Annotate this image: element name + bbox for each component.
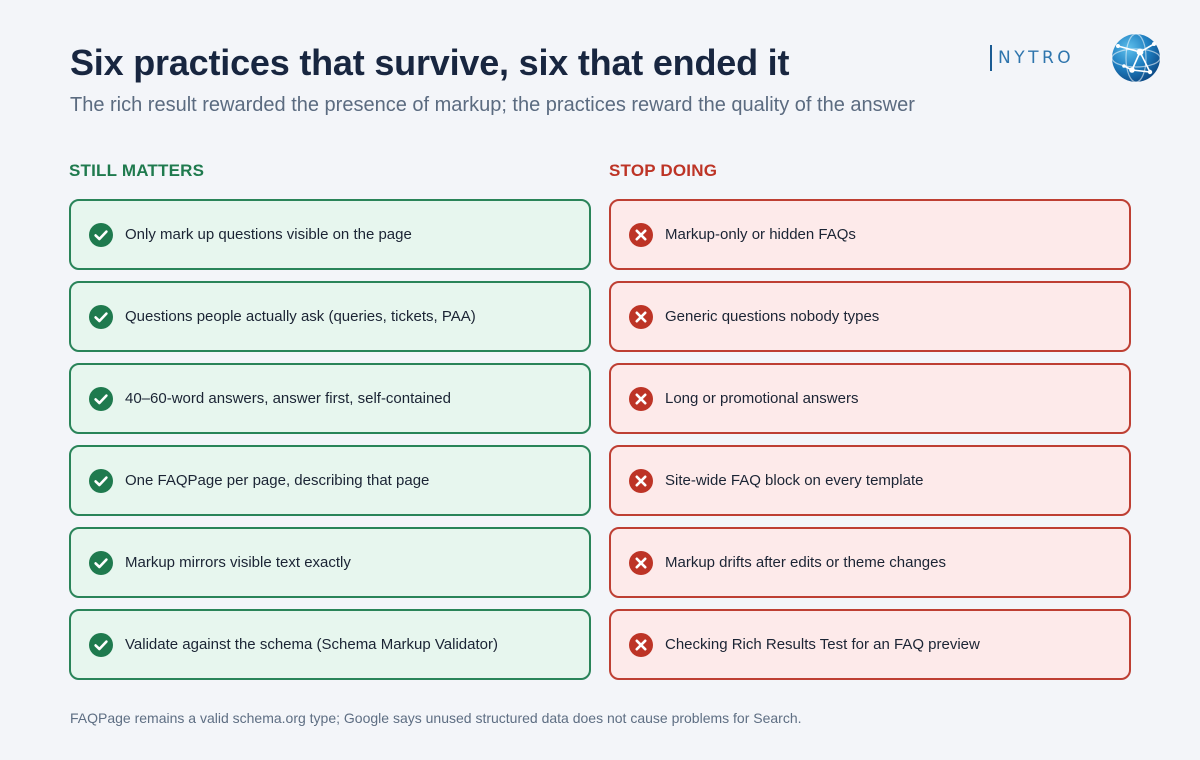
stop-doing-item: Long or promotional answers: [609, 363, 1131, 434]
still-matters-item: Validate against the schema (Schema Mark…: [69, 609, 591, 680]
check-circle-icon: [89, 468, 113, 493]
stop-doing-item-label: Checking Rich Results Test for an FAQ pr…: [665, 635, 980, 653]
x-circle-icon: [629, 222, 653, 247]
globe-network-icon: [1111, 33, 1161, 83]
check-circle-icon: [89, 632, 113, 657]
stop-doing-heading: STOP DOING: [609, 161, 718, 180]
stop-doing-item: Markup drifts after edits or theme chang…: [609, 527, 1131, 598]
still-matters-item-label: Questions people actually ask (queries, …: [125, 307, 476, 325]
logo-text: NYTRO: [998, 48, 1075, 68]
still-matters-item: 40–60-word answers, answer first, self-c…: [69, 363, 591, 434]
page-subtitle: The rich result rewarded the presence of…: [70, 94, 915, 116]
stop-doing-item-label: Generic questions nobody types: [665, 307, 880, 325]
brand-logo: NYTRO: [988, 32, 1164, 84]
stop-doing-item-label: Long or promotional answers: [665, 389, 859, 407]
x-circle-icon: [629, 468, 653, 493]
still-matters-item: Markup mirrors visible text exactly: [69, 527, 591, 598]
stop-doing-item-label: Site-wide FAQ block on every template: [665, 471, 924, 489]
stop-doing-item: Markup-only or hidden FAQs: [609, 199, 1131, 270]
check-circle-icon: [89, 550, 113, 575]
still-matters-list: Only mark up questions visible on the pa…: [69, 199, 591, 680]
still-matters-item-label: Validate against the schema (Schema Mark…: [125, 635, 498, 653]
x-circle-icon: [629, 550, 653, 575]
still-matters-item: One FAQPage per page, describing that pa…: [69, 445, 591, 516]
x-circle-icon: [629, 386, 653, 411]
stop-doing-column: STOP DOING Markup-only or hidden FAQs Ge…: [609, 160, 1131, 680]
still-matters-heading: STILL MATTERS: [69, 161, 205, 180]
stop-doing-item: Generic questions nobody types: [609, 281, 1131, 352]
stop-doing-list: Markup-only or hidden FAQs Generic quest…: [609, 199, 1131, 680]
still-matters-item-label: 40–60-word answers, answer first, self-c…: [125, 389, 451, 407]
x-circle-icon: [629, 304, 653, 329]
page-title: Six practices that survive, six that end…: [70, 42, 790, 83]
still-matters-item-label: One FAQPage per page, describing that pa…: [125, 471, 430, 489]
footnote: FAQPage remains a valid schema.org type;…: [70, 710, 802, 726]
check-circle-icon: [89, 386, 113, 411]
still-matters-item-label: Only mark up questions visible on the pa…: [125, 225, 412, 243]
check-circle-icon: [89, 304, 113, 329]
x-circle-icon: [629, 632, 653, 657]
stop-doing-item-label: Markup drifts after edits or theme chang…: [665, 553, 946, 571]
still-matters-item: Questions people actually ask (queries, …: [69, 281, 591, 352]
stop-doing-item-label: Markup-only or hidden FAQs: [665, 225, 856, 243]
still-matters-item-label: Markup mirrors visible text exactly: [125, 553, 351, 571]
stop-doing-item: Site-wide FAQ block on every template: [609, 445, 1131, 516]
check-circle-icon: [89, 222, 113, 247]
logo-divider: [990, 45, 992, 71]
still-matters-item: Only mark up questions visible on the pa…: [69, 199, 591, 270]
still-matters-column: STILL MATTERS Only mark up questions vis…: [69, 160, 591, 680]
stop-doing-item: Checking Rich Results Test for an FAQ pr…: [609, 609, 1131, 680]
